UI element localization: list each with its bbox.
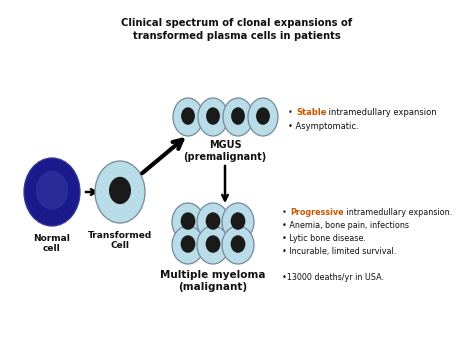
Ellipse shape [24, 158, 80, 226]
Text: Normal
cell: Normal cell [34, 234, 71, 253]
Ellipse shape [256, 107, 270, 125]
Ellipse shape [36, 171, 68, 210]
Ellipse shape [95, 161, 145, 223]
Ellipse shape [181, 212, 195, 230]
Ellipse shape [222, 203, 254, 241]
Text: • Lytic bone disease.: • Lytic bone disease. [282, 234, 366, 243]
Ellipse shape [231, 235, 246, 253]
Text: Clinical spectrum of clonal expansions of
transformed plasma cells in patients: Clinical spectrum of clonal expansions o… [121, 18, 353, 41]
Ellipse shape [222, 226, 254, 264]
Text: • Asymptomatic.: • Asymptomatic. [288, 122, 359, 131]
Ellipse shape [109, 177, 131, 204]
Text: •: • [288, 108, 295, 117]
Text: •: • [282, 208, 289, 217]
Ellipse shape [181, 235, 195, 253]
Text: Progressive: Progressive [290, 208, 344, 217]
Ellipse shape [206, 107, 220, 125]
Text: intramedullary expansion.: intramedullary expansion. [344, 208, 452, 217]
Text: • Anemia, bone pain, infections: • Anemia, bone pain, infections [282, 221, 409, 230]
Ellipse shape [172, 203, 204, 241]
Text: • Incurable, limited survival.: • Incurable, limited survival. [282, 247, 396, 256]
Text: MGUS
(premalignant): MGUS (premalignant) [183, 140, 266, 162]
Ellipse shape [231, 107, 245, 125]
Ellipse shape [198, 98, 228, 136]
Ellipse shape [173, 98, 203, 136]
Ellipse shape [231, 212, 246, 230]
Ellipse shape [197, 226, 229, 264]
Text: Stable: Stable [296, 108, 327, 117]
Ellipse shape [206, 212, 220, 230]
Ellipse shape [172, 226, 204, 264]
Ellipse shape [181, 107, 195, 125]
Ellipse shape [248, 98, 278, 136]
Ellipse shape [206, 235, 220, 253]
Ellipse shape [197, 203, 229, 241]
Text: Multiple myeloma
(malignant): Multiple myeloma (malignant) [160, 270, 266, 291]
Ellipse shape [223, 98, 253, 136]
Text: •13000 deaths/yr in USA.: •13000 deaths/yr in USA. [282, 273, 384, 282]
Text: Transformed
Cell: Transformed Cell [88, 231, 152, 250]
Text: intramedullary expansion: intramedullary expansion [326, 108, 437, 117]
